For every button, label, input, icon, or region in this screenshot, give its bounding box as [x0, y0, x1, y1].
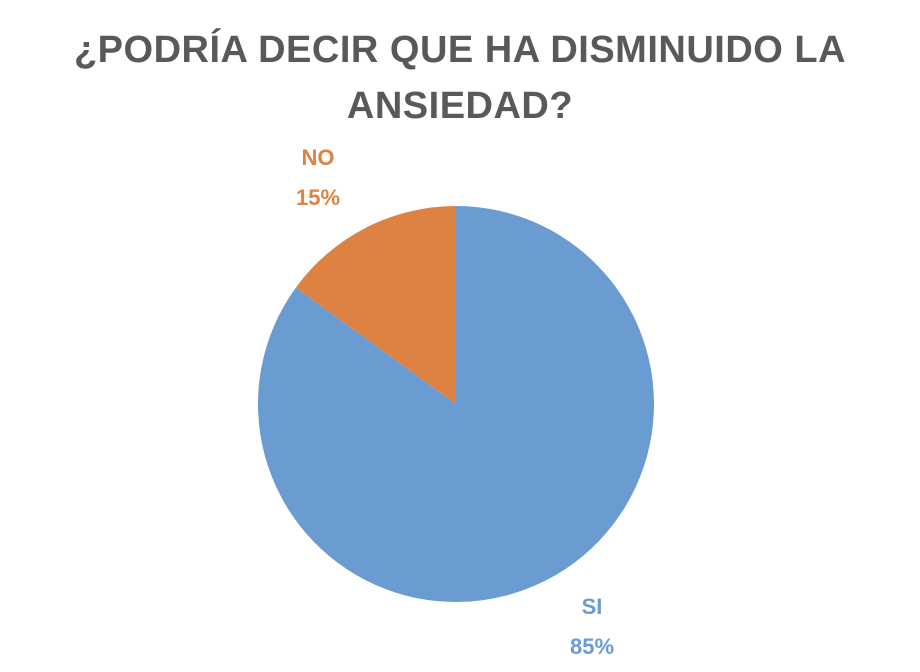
data-label-value-no: 15% — [296, 185, 340, 210]
data-label-category-no: NO — [302, 145, 335, 170]
pie-slice-no — [295, 206, 456, 404]
pie-slice-si — [257, 206, 654, 602]
chart-title: ¿PODRÍA DECIR QUE HA DISMINUIDO LA ANSIE… — [73, 29, 847, 127]
data-label-category-si: SI — [582, 594, 603, 619]
data-label-value-si: 85% — [570, 634, 614, 659]
